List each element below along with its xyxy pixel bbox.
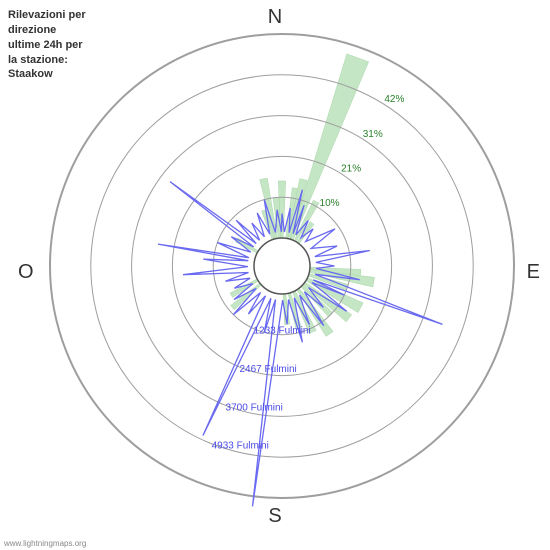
svg-text:42%: 42% <box>384 94 404 105</box>
chart-title: Rilevazioni perdirezioneultime 24h perla… <box>8 8 118 82</box>
svg-text:1233 Fulmini: 1233 Fulmini <box>253 326 310 337</box>
svg-text:31%: 31% <box>363 129 383 140</box>
svg-text:21%: 21% <box>341 163 361 174</box>
svg-text:3700 Fulmini: 3700 Fulmini <box>226 402 283 413</box>
cardinal-s: S <box>268 505 281 528</box>
chart-container: { "title_lines": ["Rilevazioni per", "di… <box>0 0 550 550</box>
svg-text:4933 Fulmini: 4933 Fulmini <box>212 441 269 452</box>
footer-credit: www.lightningmaps.org <box>4 539 86 548</box>
polar-chart: 10% 21% 31% 42% 1233 Fulmini 2467 Fulmini 3700… <box>0 0 550 550</box>
cardinal-w: O <box>18 261 34 284</box>
svg-text:10%: 10% <box>320 198 340 209</box>
cardinal-n: N <box>268 6 282 29</box>
svg-text:2467 Fulmini: 2467 Fulmini <box>240 364 297 375</box>
cardinal-e: E <box>527 261 540 284</box>
